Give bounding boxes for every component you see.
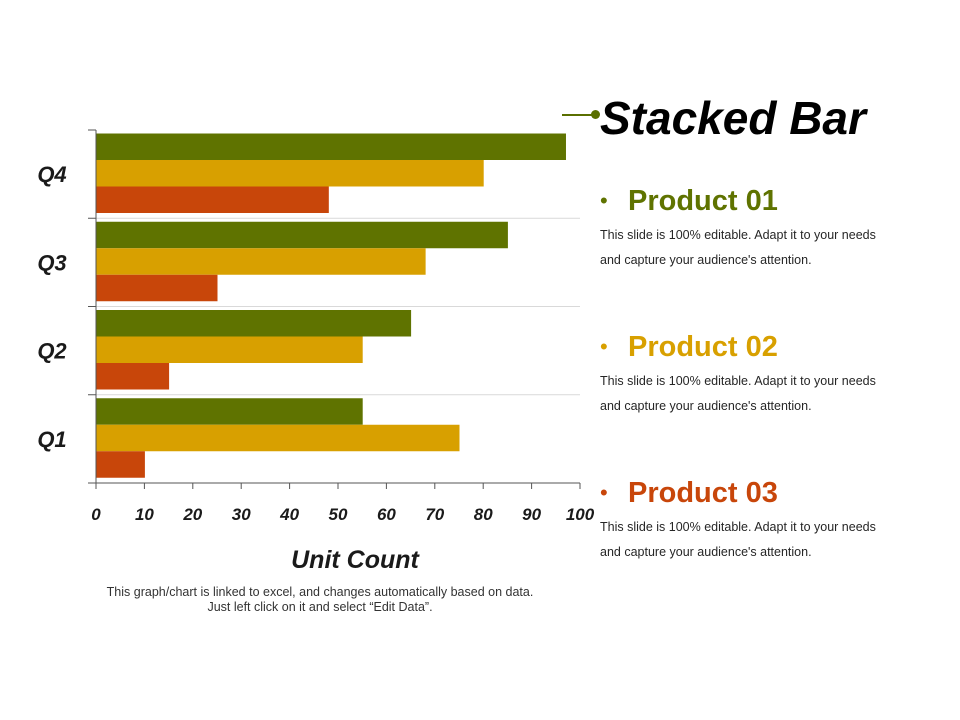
product-description: This slide is 100% editable. Adapt it to… [600,228,876,267]
bar-q2-product-02 [96,336,363,363]
product-description: This slide is 100% editable. Adapt it to… [600,520,876,559]
bar-q1-product-01 [96,398,363,425]
x-tick-label: 100 [566,505,595,524]
x-tick-label: 30 [232,505,251,524]
x-tick-label: 70 [425,505,444,524]
x-tick-label: 80 [474,505,493,524]
bar-q3-product-03 [96,274,218,302]
product-title: Product 02 [628,331,778,363]
title-connector-line [562,114,592,116]
y-tick-label: Q3 [37,250,66,275]
x-tick-label: 0 [91,505,101,524]
bar-q1-product-02 [96,424,460,452]
x-tick-label: 90 [522,505,541,524]
bar-q3-product-01 [96,221,508,249]
product-item-01: • Product 01 This slide is 100% editable… [600,183,900,273]
bar-q2-product-03 [96,363,170,390]
product-title: Product 01 [628,185,778,217]
title-connector-dot [591,110,600,119]
bar-q4-product-03 [96,186,329,213]
product-title: Product 03 [628,477,778,509]
bullet-icon: • [600,480,608,505]
product-item-03: • Product 03 This slide is 100% editable… [600,475,900,565]
x-tick-label: 40 [279,505,299,524]
x-tick-label: 60 [377,505,396,524]
x-axis-label: Unit Count [291,546,419,574]
bar-q2-product-01 [96,310,412,337]
bullet-icon: • [600,188,608,213]
product-item-02: • Product 02 This slide is 100% editable… [600,329,900,419]
chart-note: This graph/chart is linked to excel, and… [106,585,534,614]
y-tick-label: Q1 [37,427,66,452]
bullet-icon: • [600,334,608,359]
x-tick-label: 10 [135,505,154,524]
bar-q1-product-03 [96,451,145,478]
bar-q3-product-02 [96,248,426,275]
bar-q4-product-02 [96,160,484,187]
x-tick-label: 50 [329,505,348,524]
product-description: This slide is 100% editable. Adapt it to… [600,374,876,413]
bar-q4-product-01 [96,133,566,160]
y-tick-label: Q2 [37,339,67,364]
x-tick-label: 20 [182,505,202,524]
y-tick-label: Q4 [37,162,66,187]
page-title: Stacked Bar [600,92,866,144]
